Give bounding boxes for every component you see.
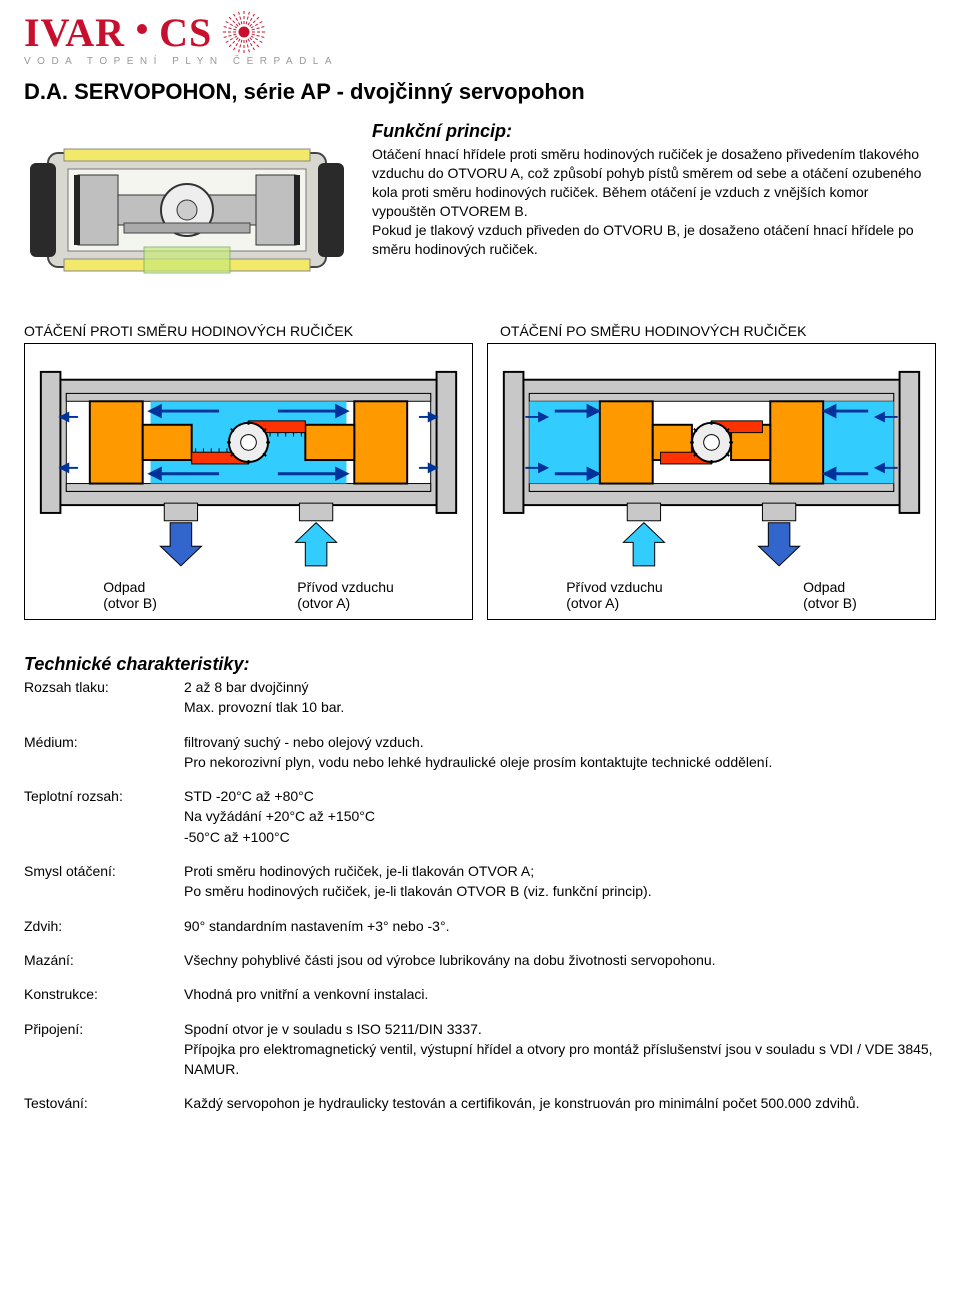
diagram-left-label-odpad: Odpad (otvor B)	[103, 579, 157, 611]
spec-label: Teplotní rozsah:	[24, 786, 184, 847]
specs-section: Technické charakteristiky: Rozsah tlaku:…	[24, 654, 936, 1114]
spec-value: Proti směru hodinových ručiček, je-li tl…	[184, 861, 936, 902]
diagram-left-label-privod: Přívod vzduchu (otvor A)	[297, 579, 394, 611]
spec-label: Testování:	[24, 1093, 184, 1113]
logo-tagline: VODA TOPENÍ PLYN ČERPADLA	[24, 56, 936, 67]
spec-value: Spodní otvor je v souladu s ISO 5211/DIN…	[184, 1019, 936, 1080]
spec-label: Smysl otáčení:	[24, 861, 184, 902]
company-logo: IVAR CS	[24, 8, 936, 56]
spec-row: Zdvih:90° standardním nastavením +3° neb…	[24, 916, 936, 936]
spec-row: Teplotní rozsah:STD -20°C až +80°C Na vy…	[24, 786, 936, 847]
intro-text-block: Funkční princip: Otáčení hnací hřídele p…	[372, 119, 936, 259]
specs-heading: Technické charakteristiky:	[24, 654, 936, 675]
diagram-ccw: Odpad (otvor B) Přívod vzduchu (otvor A)	[24, 343, 473, 620]
spec-value: STD -20°C až +80°C Na vyžádání +20°C až …	[184, 786, 936, 847]
spec-label: Médium:	[24, 732, 184, 773]
intro-heading: Funkční princip:	[372, 119, 936, 143]
spec-row: Médium:filtrovaný suchý - nebo olejový v…	[24, 732, 936, 773]
diagram-cw-svg	[496, 352, 927, 572]
spec-value: Všechny pohyblivé části jsou od výrobce …	[184, 950, 936, 970]
spec-label: Připojení:	[24, 1019, 184, 1080]
diagram-right-label-privod: Přívod vzduchu (otvor A)	[566, 579, 663, 611]
diagram-cw: Přívod vzduchu (otvor A) Odpad (otvor B)	[487, 343, 936, 620]
spec-row: Testování:Každý servopohon je hydraulick…	[24, 1093, 936, 1113]
spec-value: 2 až 8 bar dvojčinný Max. provozní tlak …	[184, 677, 936, 718]
spec-label: Konstrukce:	[24, 984, 184, 1004]
sun-icon	[220, 8, 268, 56]
intro-body: Otáčení hnací hřídele proti směru hodino…	[372, 145, 936, 258]
spec-value: Každý servopohon je hydraulicky testován…	[184, 1093, 936, 1113]
spec-label: Mazání:	[24, 950, 184, 970]
intro-section: Funkční princip: Otáčení hnací hřídele p…	[24, 119, 936, 301]
spec-row: Mazání:Všechny pohyblivé části jsou od v…	[24, 950, 936, 970]
spec-row: Připojení:Spodní otvor je v souladu s IS…	[24, 1019, 936, 1080]
diagram-right-label-odpad: Odpad (otvor B)	[803, 579, 857, 611]
spec-row: Konstrukce:Vhodná pro vnitřní a venkovní…	[24, 984, 936, 1004]
diagram-heading-left: OTÁČENÍ PROTI SMĚRU HODINOVÝCH RUČIČEK	[24, 323, 460, 339]
spec-value: 90° standardním nastavením +3° nebo -3°.	[184, 916, 936, 936]
diagram-ccw-svg	[33, 352, 464, 572]
logo-dot-icon	[137, 24, 147, 34]
spec-value: filtrovaný suchý - nebo olejový vzduch. …	[184, 732, 936, 773]
spec-label: Zdvih:	[24, 916, 184, 936]
page-title: D.A. SERVOPOHON, série AP - dvojčinný se…	[24, 79, 936, 105]
spec-value: Vhodná pro vnitřní a venkovní instalaci.	[184, 984, 936, 1004]
logo-text-cs: CS	[159, 9, 212, 56]
diagram-heading-right: OTÁČENÍ PO SMĚRU HODINOVÝCH RUČIČEK	[500, 323, 936, 339]
logo-text-ivar: IVAR	[24, 9, 125, 56]
product-cutaway-image	[24, 119, 350, 301]
diagrams-section: OTÁČENÍ PROTI SMĚRU HODINOVÝCH RUČIČEK O…	[24, 323, 936, 620]
spec-row: Smysl otáčení:Proti směru hodinových ruč…	[24, 861, 936, 902]
spec-row: Rozsah tlaku:2 až 8 bar dvojčinný Max. p…	[24, 677, 936, 718]
spec-label: Rozsah tlaku:	[24, 677, 184, 718]
